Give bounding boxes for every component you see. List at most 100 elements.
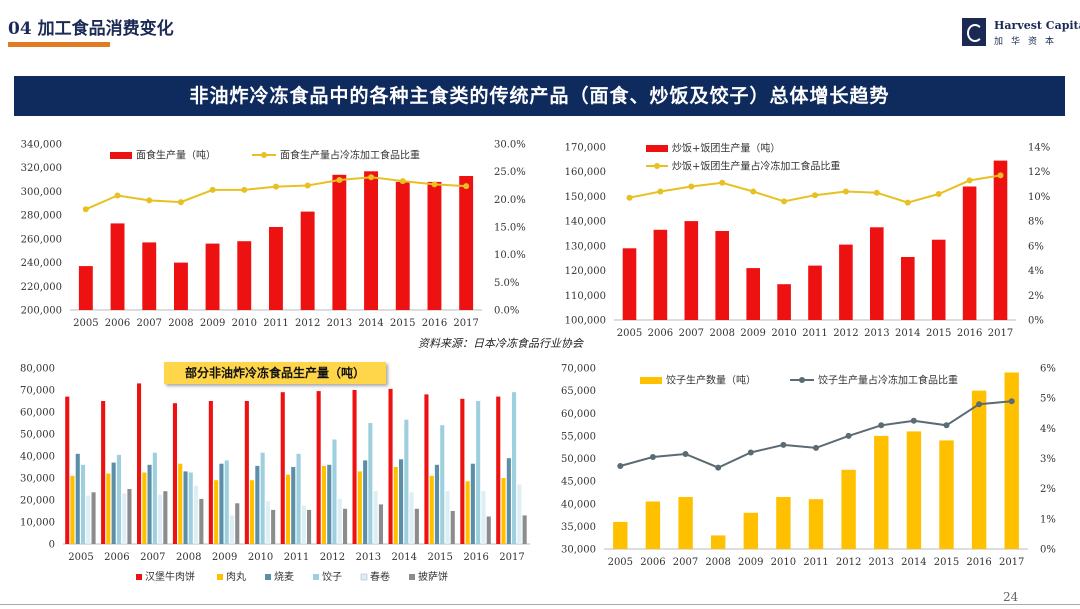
chart4-y2-tick: 6% <box>1040 364 1056 375</box>
chart2-bar <box>746 268 760 320</box>
chart3-legend-swatch <box>265 574 271 580</box>
chart2-y2-tick: 12% <box>1028 167 1050 178</box>
chart4-bar <box>711 535 726 549</box>
chart3-bar <box>368 423 373 544</box>
chart4-bar <box>939 440 954 549</box>
chart1-bar <box>142 242 157 310</box>
chart3-bar <box>388 388 393 544</box>
chart4-x-tick: 2014 <box>901 557 926 568</box>
chart4-x-tick: 2011 <box>803 557 828 568</box>
section-underline <box>8 42 110 47</box>
chart3-bar <box>65 396 70 544</box>
chart1-line-point <box>368 174 375 181</box>
chart3-bar <box>434 464 439 544</box>
chart4-x-tick: 2008 <box>705 557 730 568</box>
chart2-x-tick: 2009 <box>740 328 765 339</box>
chart3-bar <box>286 474 291 544</box>
chart4-y2-tick: 1% <box>1040 514 1056 525</box>
chart3-bar <box>404 419 409 544</box>
chart1-x-tick: 2005 <box>73 318 98 329</box>
chart3-x-tick: 2005 <box>68 552 93 563</box>
chart3-bar <box>307 509 312 544</box>
chart4-bar <box>841 469 856 549</box>
chart1-x-tick: 2006 <box>105 318 130 329</box>
chart2-line-point <box>719 179 726 186</box>
chart3-bar <box>183 471 188 544</box>
chart3-title: 部分非油炸冷冻食品生产量（吨） <box>164 362 386 384</box>
chart2-line-point <box>688 183 695 190</box>
chart3-bar <box>296 453 301 544</box>
chart1-y2-tick: 0.0% <box>494 306 519 317</box>
chart2-x-tick: 2008 <box>710 328 735 339</box>
chart3-bar <box>70 475 75 544</box>
chart4-y-tick: 45,000 <box>561 477 596 488</box>
chart4-bar <box>776 497 791 549</box>
chart1-bar <box>364 171 378 310</box>
chart3-bar <box>229 515 234 544</box>
chart2-line-point <box>873 189 880 196</box>
chart4-y2-tick: 4% <box>1040 424 1056 435</box>
chart3-bar <box>506 458 511 544</box>
chart2-line-point <box>842 188 849 195</box>
section-title: 04 加工食品消费变化 <box>8 19 174 39</box>
chart2-bar <box>622 248 637 320</box>
chart4-line-point <box>747 449 754 456</box>
chart3-legend-label: 饺子 <box>322 570 342 583</box>
chart2-x-tick: 2016 <box>957 328 982 339</box>
chart3-bar <box>172 403 177 544</box>
chart3-bar <box>399 459 404 544</box>
chart4-y-tick: 55,000 <box>561 431 596 442</box>
chart3-x-tick: 2008 <box>176 552 201 563</box>
chart2-x-tick: 2017 <box>988 328 1013 339</box>
chart2-bar <box>993 160 1008 320</box>
chart1-legend-bar-label: 面食生产量（吨） <box>136 149 216 162</box>
chart1-x-tick: 2010 <box>232 318 257 329</box>
chart1-line-point <box>82 206 89 213</box>
chart3-bar <box>152 452 157 544</box>
chart3-bar <box>481 491 486 544</box>
chart4-line-point <box>1008 398 1015 405</box>
chart4-y2-tick: 2% <box>1040 484 1056 495</box>
chart4-bar <box>971 390 987 549</box>
chart3-bar <box>265 501 270 544</box>
chart4-y-tick: 65,000 <box>561 386 596 397</box>
chart3-bar <box>235 503 240 544</box>
chart3-bar <box>378 504 383 544</box>
chart4-x-tick: 2010 <box>771 557 796 568</box>
chart3-bar <box>450 511 455 544</box>
chart4-x-tick: 2013 <box>869 557 894 568</box>
chart4-legend-line-label: 饺子生产量占冷冻加工食品比重 <box>818 374 958 387</box>
chart1-x-tick: 2011 <box>263 318 288 329</box>
chart1-bar <box>110 223 125 310</box>
chart1-y2-tick: 20.0% <box>494 195 526 206</box>
chart4-line-point <box>943 422 950 429</box>
chart3-bar <box>75 453 80 544</box>
chart1-bar <box>205 243 220 310</box>
chart3-bar <box>393 467 398 544</box>
chart4-y-tick: 40,000 <box>561 499 596 510</box>
chart3-bar <box>501 478 506 544</box>
chart3-bar <box>250 480 255 544</box>
chart1-x-tick: 2015 <box>390 318 415 329</box>
chart2-line-point <box>626 194 633 201</box>
chart3-x-tick: 2010 <box>248 552 273 563</box>
chart3-bar <box>255 465 260 544</box>
chart3-bar <box>470 463 475 544</box>
chart4-y-tick: 30,000 <box>561 545 596 556</box>
chart2-x-tick: 2015 <box>926 328 951 339</box>
chart1-y-tick: 220,000 <box>21 282 62 293</box>
chart2-x-tick: 2005 <box>617 328 642 339</box>
chart2-x-tick: 2010 <box>771 328 796 339</box>
chart3-x-tick: 2011 <box>284 552 309 563</box>
chart3-bar <box>517 484 522 544</box>
chart3-legend-swatch <box>136 574 142 580</box>
chart1-bar <box>332 174 347 310</box>
chart3-bar <box>522 515 527 544</box>
chart3-bar <box>496 396 501 544</box>
chart3-y-tick: 0 <box>49 540 55 551</box>
chart1-bar <box>237 241 252 310</box>
chart4-line-point <box>976 401 983 408</box>
chart4-bar <box>613 521 628 549</box>
chart2-y2-tick: 0% <box>1028 316 1044 327</box>
chart3-y-tick: 10,000 <box>20 518 55 529</box>
